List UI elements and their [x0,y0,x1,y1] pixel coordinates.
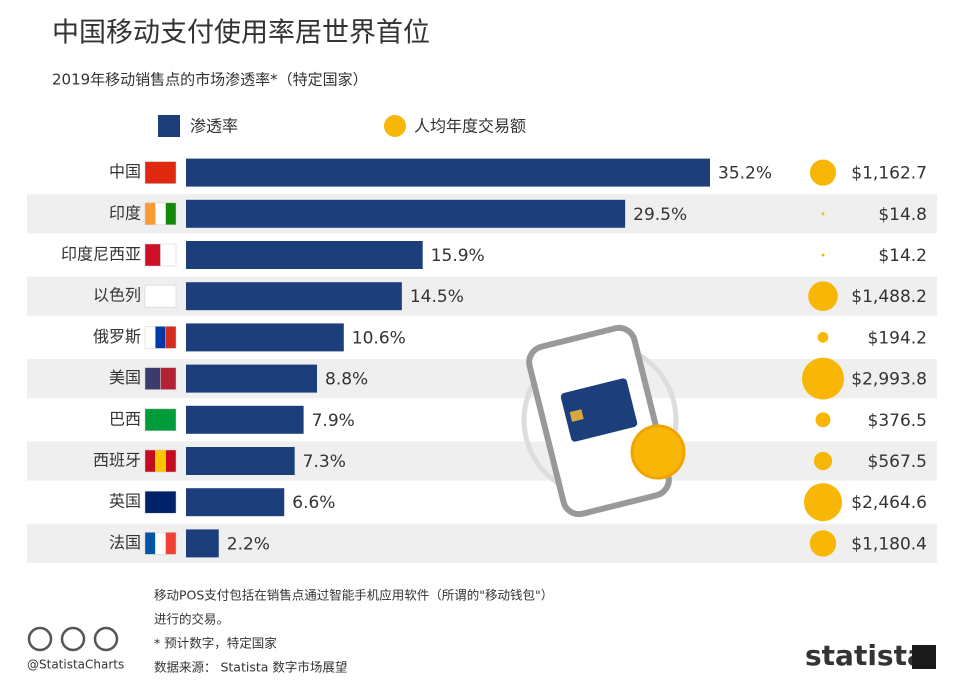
value-label: 29.5% [633,205,687,225]
note: 进行的交易。 [154,612,229,627]
flag [144,408,177,432]
value-label: 14.5% [410,287,464,307]
card [560,378,638,442]
phone-illustration [521,324,686,518]
value-label: 8.8% [325,370,368,390]
cc-icon [27,626,53,652]
category-label: 巴西 [109,409,141,428]
bubble-label: $14.2 [878,246,927,266]
row-band [27,359,937,399]
chart-subtitle: 2019年移动销售点的市场渗透率*（特定国家） [52,71,368,89]
bubble-label: $194.2 [868,328,927,348]
value-label: 6.6% [292,493,335,513]
category-label: 以色列 [93,286,141,305]
flag [165,532,177,555]
value-label: 2.2% [227,534,270,554]
note: * 预计数字，特定国家 [154,636,277,651]
category-label: 俄罗斯 [93,327,141,346]
bubble [815,412,831,428]
bubble-label: $1,180.4 [851,534,927,554]
chart-title: 中国移动支付使用率居世界首位 [52,18,430,49]
bubble-label: $2,993.8 [851,370,927,390]
legend-swatch [158,115,180,137]
bar [186,488,285,517]
bubble [809,159,837,186]
flag [144,490,177,514]
category-label: 西班牙 [93,451,141,470]
bubble [809,530,837,557]
flag [144,161,177,184]
bar [186,529,219,558]
value-label: 7.3% [303,452,346,472]
bar [186,447,295,475]
value-label: 7.9% [312,411,355,431]
flag [144,449,156,473]
logo-icon [912,645,936,669]
bubble-label: $14.8 [878,205,927,225]
category-label: 英国 [109,492,141,511]
bubble-label: $1,162.7 [851,164,927,184]
row-band [27,523,937,563]
value-label: 15.9% [431,246,485,266]
bubble [813,451,833,471]
row-band [27,276,937,316]
flag [160,367,177,390]
bar [186,323,344,352]
flag [144,243,161,267]
flag [165,326,177,349]
bubble [803,483,843,522]
by-icon [60,626,86,652]
bubble [821,212,825,216]
bar [186,199,626,228]
flag [144,326,156,349]
flag [144,202,156,226]
value-label: 10.6% [352,328,406,348]
bubble [808,281,838,312]
flag [155,326,166,349]
flag [155,449,166,473]
note: 数据来源： Statista 数字市场展望 [154,660,347,675]
bar [186,158,710,187]
note: 移动POS支付包括在销售点通过智能手机应用软件（所谓的"移动钱包"） [154,588,553,603]
bar [186,282,402,311]
flag [155,532,166,555]
category-label: 美国 [109,368,141,387]
bar [186,405,304,434]
flag [144,367,161,390]
bubble [817,332,829,343]
rows: 中国 35.2% $1,162.7 印度 29.5% $14.8 印度尼西亚 15.9% $14… [27,158,937,563]
coin [630,424,686,480]
category-label: 中国 [109,162,141,181]
bubble [821,253,825,257]
flag [155,202,166,226]
flag [165,449,177,473]
legend-swatch [384,115,406,137]
row-band [27,441,937,481]
legend-label: 人均年度交易额 [414,117,526,136]
bubble-label: $567.5 [868,452,927,472]
bubble-label: $2,464.6 [851,493,927,513]
bar [186,241,423,269]
flag [165,202,177,226]
bar [186,364,317,393]
value-label: 35.2% [718,164,772,184]
logo: statista [805,639,926,672]
bubble-label: $1,488.2 [851,287,927,307]
nd-icon [93,626,119,652]
flag [144,284,177,308]
chip [569,409,584,422]
flag [160,243,177,267]
category-label: 印度尼西亚 [61,245,141,264]
flag [144,532,156,555]
footer: @StatistaCharts statista [27,626,936,672]
bubble [802,357,844,400]
category-label: 法国 [109,533,141,552]
bubble-label: $376.5 [868,411,927,431]
credit: @StatistaCharts [27,658,124,672]
legend-label: 渗透率 [190,117,238,136]
category-label: 印度 [109,203,141,222]
